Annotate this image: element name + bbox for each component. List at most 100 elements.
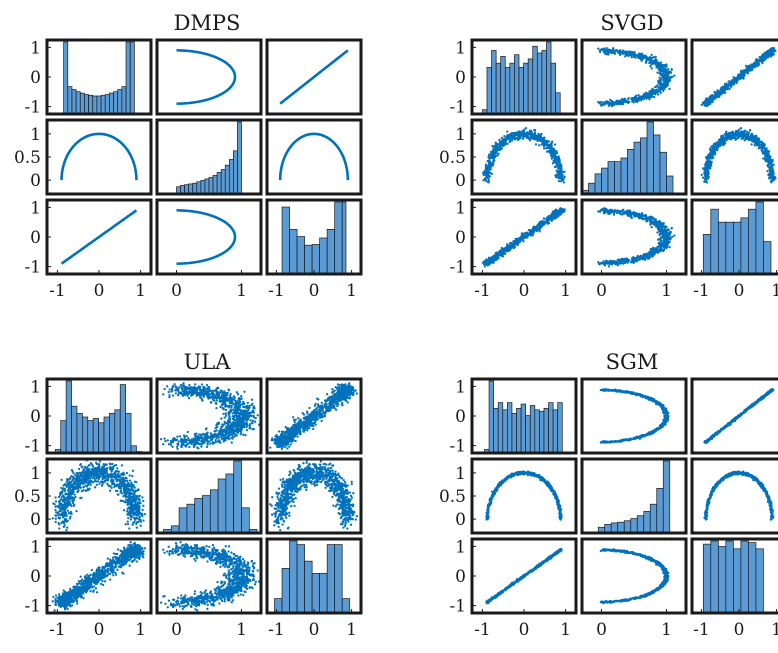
hist-bar bbox=[537, 53, 542, 114]
scatter-point bbox=[773, 176, 775, 178]
hist-bar bbox=[205, 179, 209, 194]
scatter-point bbox=[560, 212, 562, 214]
scatter-point bbox=[652, 61, 654, 63]
y-tick-label: -1 bbox=[24, 98, 41, 118]
scatter-point bbox=[616, 212, 618, 214]
hist-bar bbox=[327, 229, 335, 274]
x-tick-label: 0 bbox=[309, 281, 320, 301]
scatter-point bbox=[598, 263, 600, 265]
scatter-point bbox=[536, 230, 538, 232]
scatter-point bbox=[651, 67, 653, 69]
hist-bar bbox=[93, 418, 98, 453]
hist-bar bbox=[109, 413, 114, 453]
scatter-point bbox=[205, 427, 207, 429]
scatter-point bbox=[750, 143, 752, 145]
scatter-point bbox=[661, 228, 663, 230]
hist-bar bbox=[524, 63, 529, 114]
x-tick-label: 1 bbox=[560, 281, 571, 301]
scatter-point bbox=[517, 139, 519, 141]
scatter-point bbox=[558, 164, 560, 166]
scatter-point bbox=[169, 388, 171, 390]
scatter-point bbox=[634, 96, 636, 98]
scatter-point bbox=[705, 178, 707, 180]
scatter-point bbox=[484, 178, 486, 180]
scatter-point bbox=[510, 134, 512, 136]
cell-r1-c1 bbox=[582, 120, 686, 194]
hist-bar bbox=[66, 381, 71, 453]
y-tick-label: 0 bbox=[455, 171, 466, 191]
scatter-point bbox=[559, 177, 561, 179]
scatter-point bbox=[537, 223, 539, 225]
scatter-point bbox=[626, 213, 628, 215]
scatter-point bbox=[613, 262, 615, 264]
scatter-point bbox=[614, 209, 616, 211]
scatter-point bbox=[604, 210, 606, 212]
scatter-points bbox=[482, 127, 566, 184]
hist-bar bbox=[514, 55, 519, 114]
scatter-point bbox=[756, 63, 758, 65]
scatter-point bbox=[624, 50, 626, 52]
scatter-point bbox=[668, 246, 670, 248]
density-curve bbox=[62, 134, 137, 180]
scatter-point bbox=[633, 55, 635, 57]
scatter-point bbox=[646, 218, 648, 220]
scatter-point bbox=[533, 226, 535, 228]
hist-bar bbox=[589, 183, 596, 194]
scatter-point bbox=[646, 58, 648, 60]
scatter-point bbox=[494, 155, 496, 157]
scatter-point bbox=[490, 151, 492, 153]
scatter-point bbox=[485, 260, 487, 262]
scatter-point bbox=[767, 156, 769, 158]
scatter-point bbox=[487, 166, 489, 168]
scatter-point bbox=[173, 383, 175, 385]
scatter-point bbox=[731, 79, 733, 81]
x-tick-label: 0 bbox=[734, 281, 745, 301]
scatter-point bbox=[638, 96, 640, 98]
hist-bar bbox=[126, 42, 130, 114]
scatter-point bbox=[535, 143, 537, 145]
cell-frame bbox=[267, 120, 361, 194]
x-tick-label: 1 bbox=[236, 281, 247, 301]
scatter-point bbox=[228, 438, 230, 440]
scatter-point bbox=[656, 91, 658, 93]
scatter-point bbox=[543, 221, 545, 223]
scatter-point bbox=[240, 395, 242, 397]
scatter-point bbox=[667, 77, 669, 79]
scatter-point bbox=[658, 242, 660, 244]
scatter-point bbox=[662, 232, 664, 234]
cell-r0-c2 bbox=[692, 40, 778, 114]
hist-bar bbox=[77, 413, 82, 453]
hist-bar bbox=[501, 56, 506, 114]
scatter-point bbox=[767, 161, 769, 163]
scatter-point bbox=[548, 216, 550, 218]
scatter-point bbox=[543, 142, 545, 144]
scatter-point bbox=[559, 172, 561, 174]
hist-bar bbox=[89, 95, 93, 114]
scatter-point bbox=[484, 265, 486, 267]
scatter-point bbox=[532, 234, 534, 236]
scatter-point bbox=[559, 210, 561, 212]
scatter-point bbox=[638, 217, 640, 219]
scatter-point bbox=[761, 145, 763, 147]
scatter-point bbox=[615, 260, 617, 262]
scatter-point bbox=[160, 438, 162, 440]
scatter-point bbox=[176, 436, 178, 438]
scatter-point bbox=[626, 210, 628, 212]
scatter-point bbox=[206, 384, 208, 386]
y-tick-label: 1 bbox=[455, 125, 466, 145]
hist-bar bbox=[320, 238, 328, 274]
scatter-point bbox=[547, 218, 549, 220]
scatter-point bbox=[602, 101, 604, 103]
scatter-point bbox=[631, 217, 633, 219]
hist-bar bbox=[496, 63, 501, 114]
hist-bar bbox=[72, 90, 76, 114]
scatter-point bbox=[743, 71, 745, 73]
hist-bar bbox=[305, 245, 313, 274]
scatter-point bbox=[665, 66, 667, 68]
x-tick-label: 0 bbox=[519, 281, 530, 301]
scatter-point bbox=[229, 395, 231, 397]
